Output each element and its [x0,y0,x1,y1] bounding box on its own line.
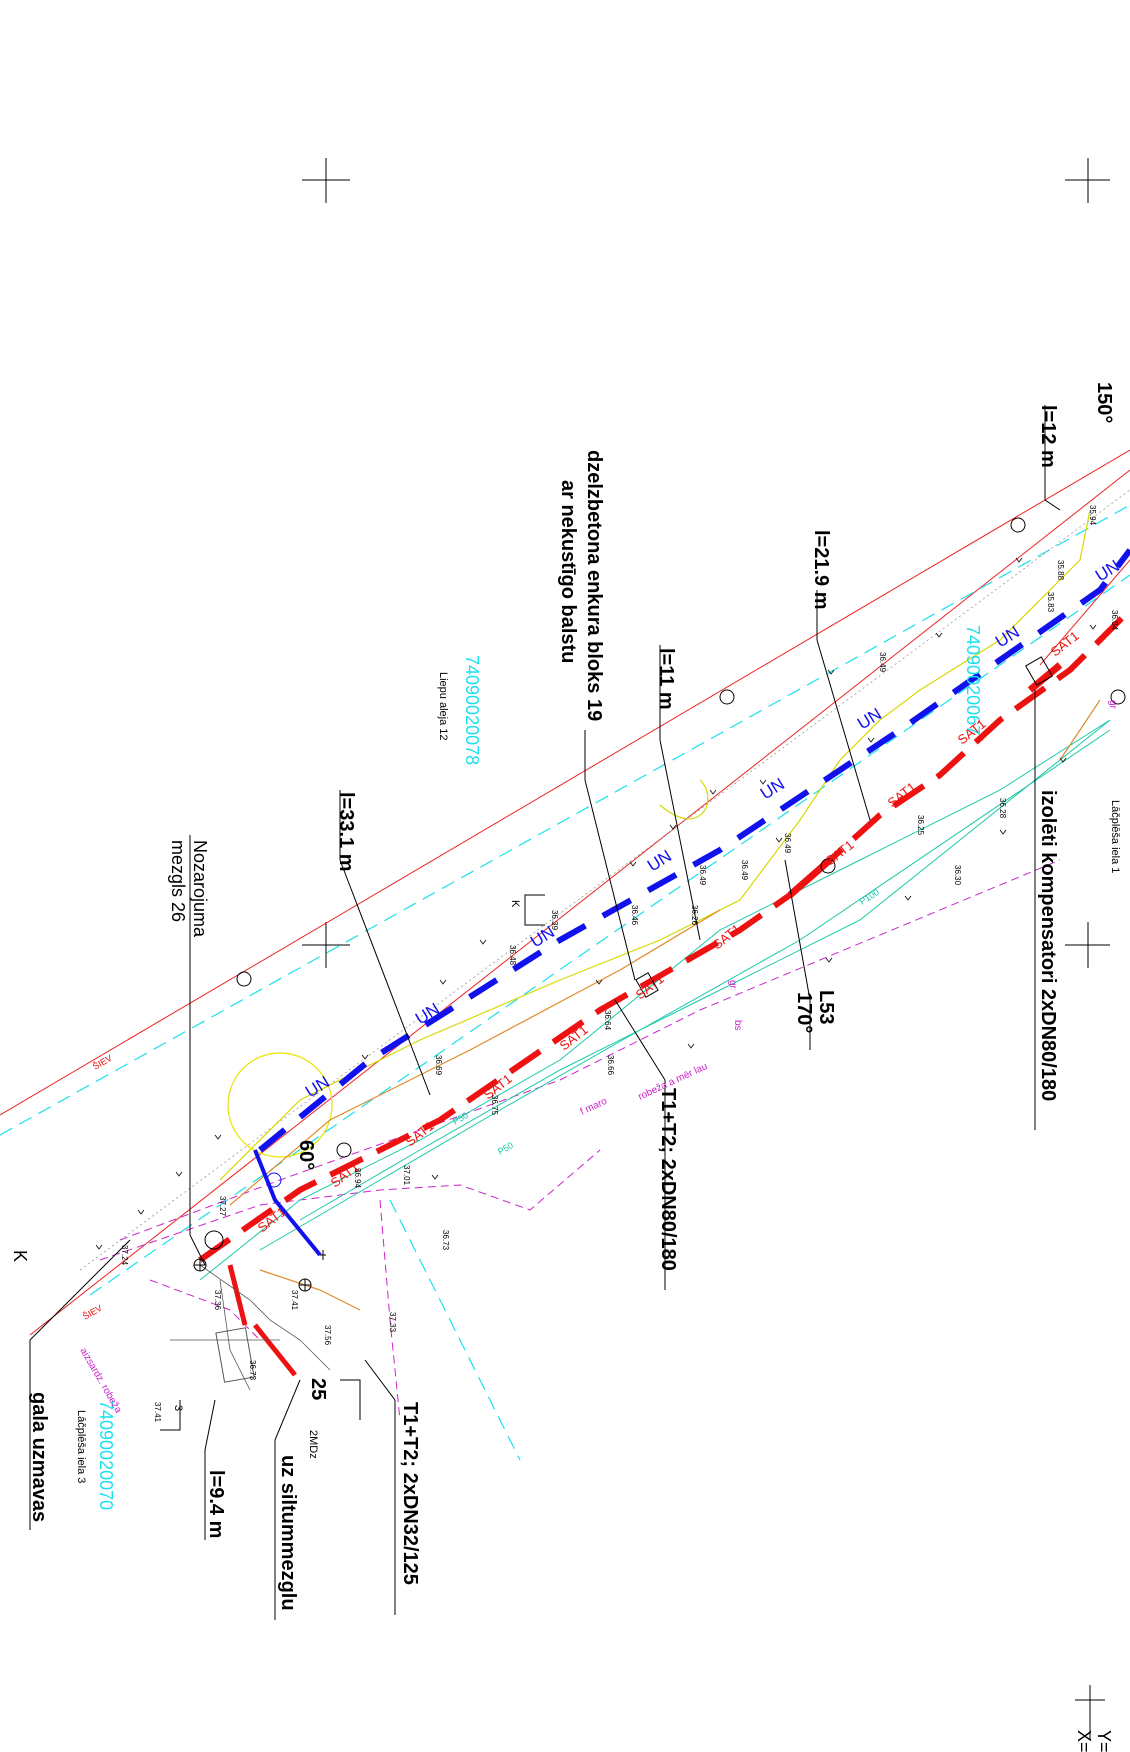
elevation: 36.69 [434,1055,443,1076]
elevation: 36.49 [878,652,887,673]
elevation: 37.41 [153,1402,162,1423]
label-l11: l=11 m [655,648,677,710]
node-detail-lines [170,1264,331,1391]
un-label: UN [757,774,788,803]
elevation: 36.73 [248,1360,257,1381]
elevation: 35.94 [1088,505,1097,526]
grey-dotted-lines [79,489,1130,1271]
elevation: 36.28 [998,798,1007,819]
elevation: 36.49 [740,860,749,881]
elevation: 36.64 [603,1010,612,1031]
label-three: 3 [172,1405,184,1411]
elevation: 36.49 [783,833,792,854]
sat1-label: SAT1 [710,921,744,952]
elevation: 36.30 [953,865,962,886]
label-60: 60° [295,1140,317,1170]
label-l53: L53 [815,990,837,1024]
label-gala: gala uzmavas [28,1392,50,1522]
elevation: 37.56 [323,1325,332,1346]
label-lacplesa1: Lāčplēša iela 1 [1109,800,1121,873]
mark-siev: ŠIEV [91,1053,114,1072]
red-thick-segments [787,662,1063,898]
valve-symbols [193,1250,326,1292]
teal-lines [199,719,1111,1281]
elevation: 35.88 [1056,560,1065,581]
label-coord-x: X=2 [1074,1730,1094,1752]
yellow-line [219,509,1091,1181]
magenta-dashed-lines [99,859,1061,1421]
label-l94: l=9.4 m [205,1470,227,1538]
elevation: 36.26 [690,905,699,926]
label-l219: l=21.9 m [810,530,832,610]
elevation: 36.94 [353,1168,362,1189]
elevation: 37.27 [218,1196,227,1217]
mark-fmaro: f maro [579,1096,610,1118]
leader-lines [29,405,1061,1620]
un-labels: UN UN UN UN UN UN UN UN [302,556,1123,1101]
elevation: 36.66 [606,1055,615,1076]
elevation-points: 35.94 35.88 35.83 36.04 36.49 36.28 36.2… [120,505,1119,1423]
mark-p50: P50 [496,1140,515,1157]
elevation: 36.46 [630,905,639,926]
label-twentyfive: 25 [307,1378,329,1400]
mark-p100: P100 [858,887,881,907]
label-cad78: 74090020078 [462,655,482,765]
label-lacplesa3: Lāčplēša iela 3 [75,1410,87,1483]
label-l331: l=33.1 m [335,792,357,872]
label-170: 170° [793,992,815,1033]
label-k2: K [509,900,521,908]
elevation: 37.24 [120,1245,129,1266]
elevation: 36.75 [490,1095,499,1116]
label-liepu: Liepu aleja 12 [437,672,449,741]
elevation: 36.48 [508,945,517,966]
label-t1t2b: T1+T2; 2xDN32/125 [399,1402,421,1585]
tree-circles [204,517,1126,1250]
property-boundary [0,449,1130,1336]
mark-siev: ŠIEV [81,1303,104,1322]
registration-marks [302,158,1110,1740]
label-150: 150° [1093,382,1115,423]
orange-line [229,699,1101,1311]
sat1-label: SAT1 [885,779,919,810]
un-label: UN [854,704,885,733]
elevation: 37.33 [388,1312,397,1333]
elevation: 36.73 [441,1230,450,1251]
label-2mdz: 2MDz [307,1430,319,1459]
utility-marks: gr gr bs P100 P50 P50 ŠIEV ŠIEV aizsardz… [77,700,1118,1415]
label-t1t2a: T1+T2; 2xDN80/180 [657,1088,679,1271]
annotations: izolēti kompensatori 2xDN80/180 Lāčplēša… [10,382,1121,1752]
elevation: 36.49 [698,865,707,886]
mark-gr: gr [727,980,738,990]
label-k: K [10,1250,30,1262]
un-label: UN [644,846,675,875]
label-cadtop: 74090020067 [963,625,983,735]
elevation: 37.36 [213,1290,222,1311]
label-l12: l=12 m [1037,405,1059,468]
mark-gr: gr [1107,700,1118,710]
blue-pipeline-branch [253,1149,322,1257]
label-dzelz2: ar nekustīgo balstu [557,480,579,663]
label-dzelz1: dzelzbetona enkura bloks 19 [583,450,605,721]
elevation: 37.41 [290,1290,299,1311]
label-izoleti: izolēti kompensatori 2xDN80/180 [1037,790,1059,1101]
label-uz: uz siltummezglu [277,1455,299,1611]
elevation: 36.39 [550,910,559,931]
sat1-label: SAT1 [1048,628,1082,659]
elevation: 36.04 [1110,610,1119,631]
anchor-blocks [215,656,1053,1383]
label-coord-y: Y=5 [1094,1730,1114,1752]
label-cad70: 74090020070 [96,1400,116,1510]
label-noz1: Nozarojuma [190,840,210,938]
red-pipeline-branch [227,1264,297,1377]
elevation: 36.25 [916,815,925,836]
mark-bs: bs [732,1020,743,1031]
label-noz2: mezgls 26 [168,840,188,922]
grass-symbols [95,557,1097,1250]
elevation: 37.01 [402,1165,411,1186]
elevation: 35.83 [1046,592,1055,613]
blue-pipeline [258,548,1130,1153]
